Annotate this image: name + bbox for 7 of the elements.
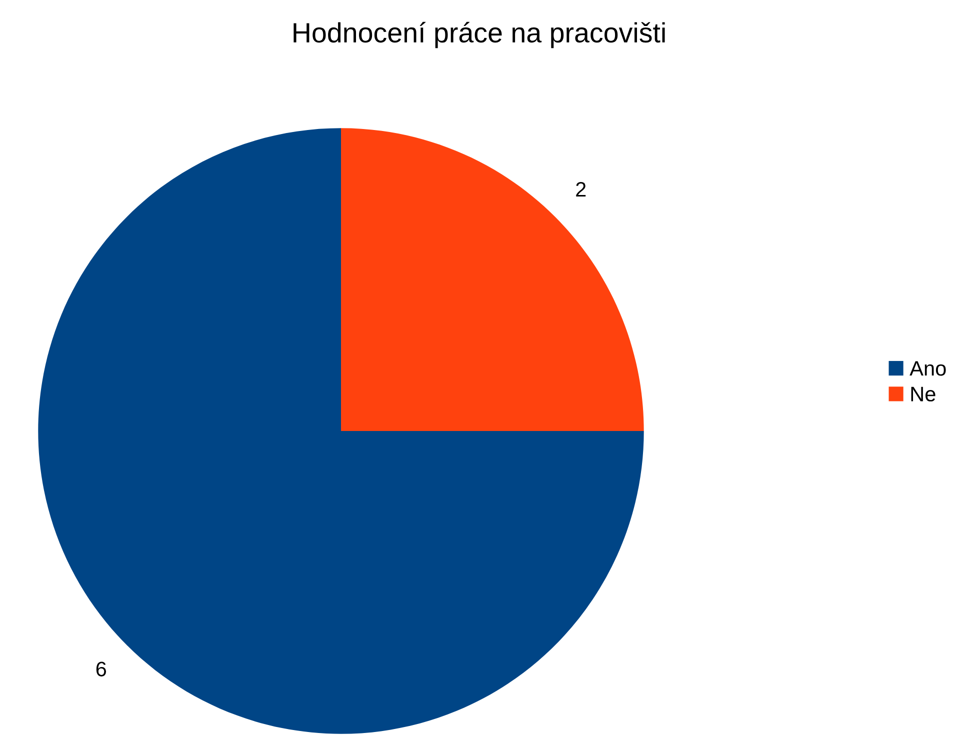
- data-label: 2: [576, 182, 586, 197]
- pie-slice: [341, 128, 644, 431]
- data-label: 6: [96, 662, 106, 676]
- chart-title: Hodnocení práce na pracovišti: [294, 22, 665, 48]
- pie-slice: [38, 128, 644, 734]
- legend-label: Ano: [910, 361, 946, 376]
- legend-label: Ne: [911, 386, 936, 402]
